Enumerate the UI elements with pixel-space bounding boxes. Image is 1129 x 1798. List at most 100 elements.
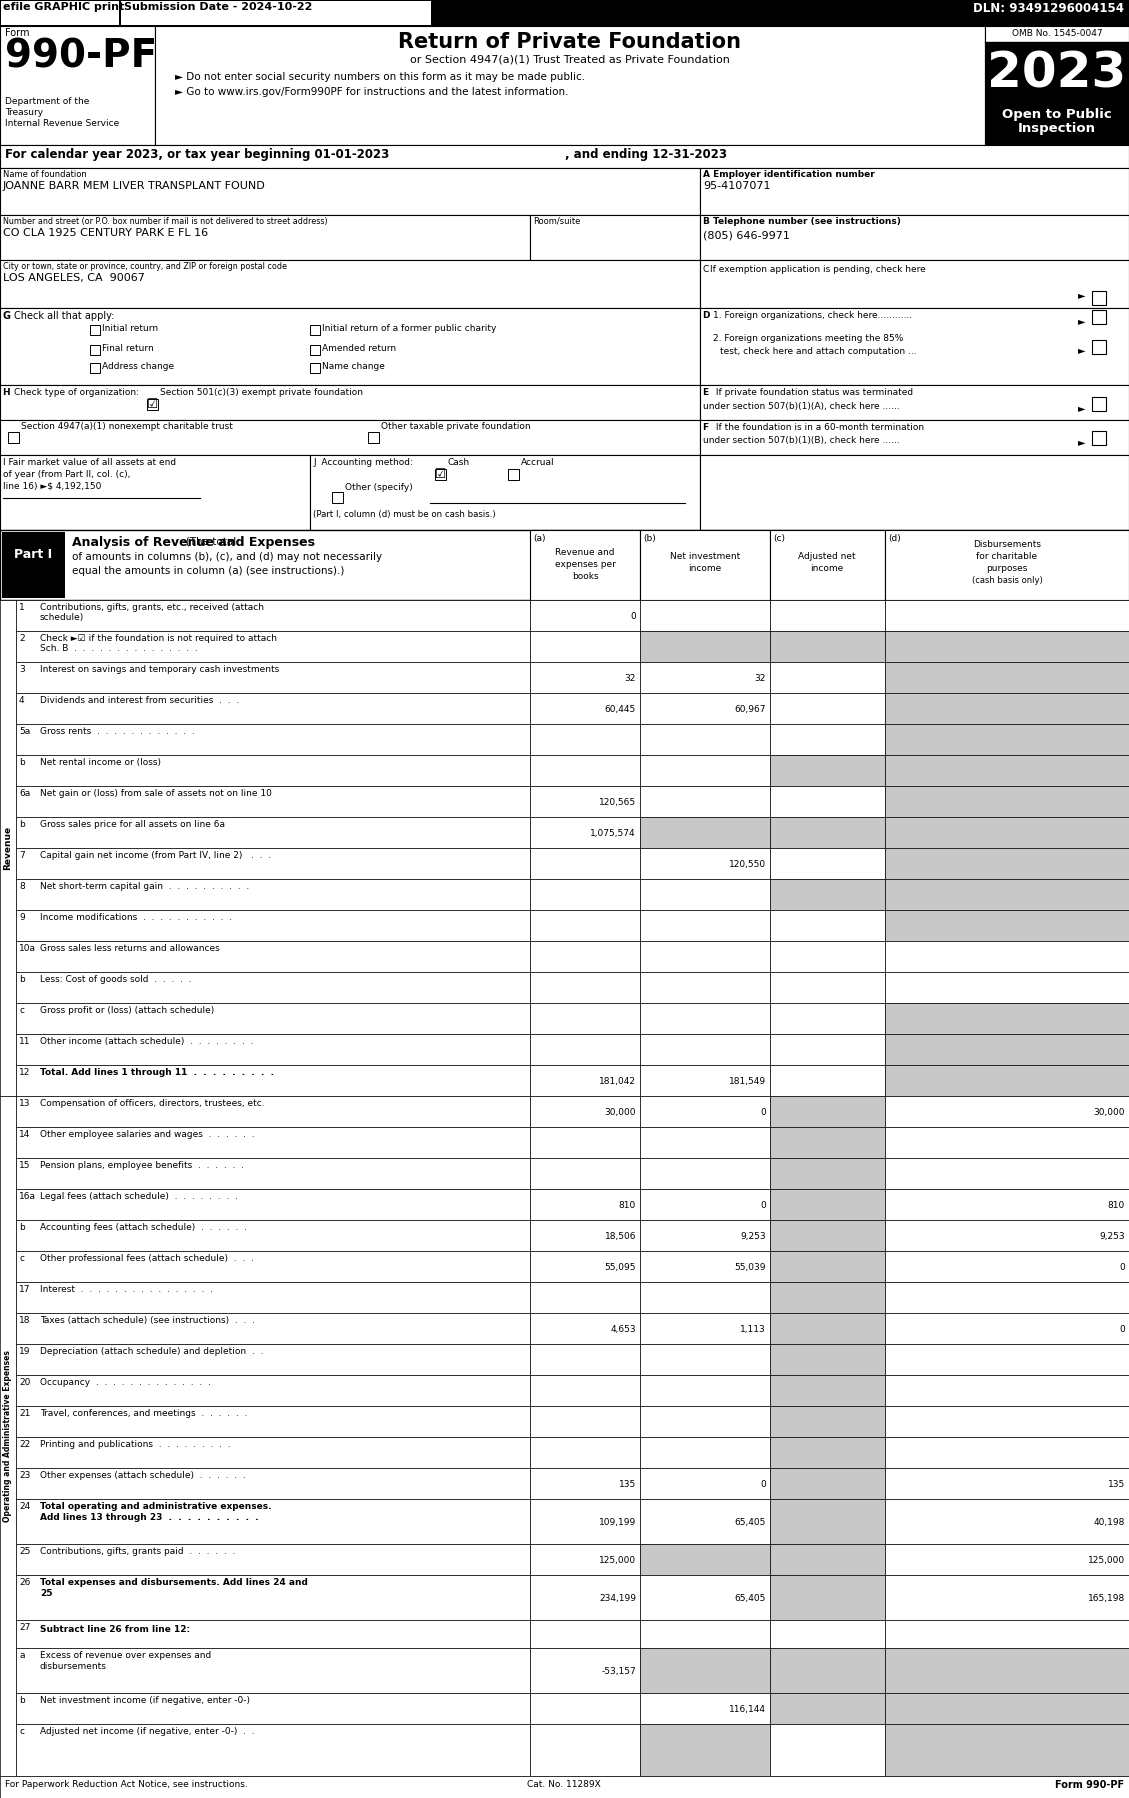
Text: If private foundation status was terminated: If private foundation status was termina…	[714, 388, 913, 397]
Bar	[0, 25, 155, 146]
Text: 30,000: 30,000	[1094, 1108, 1124, 1117]
Text: 1: 1	[19, 602, 25, 611]
Text: -53,157: -53,157	[602, 1667, 636, 1676]
Bar	[770, 725, 885, 755]
Bar	[640, 1251, 770, 1282]
Text: Accounting fees (attach schedule)  .  .  .  .  .  .: Accounting fees (attach schedule) . . . …	[40, 1223, 247, 1232]
Bar	[770, 816, 885, 849]
Bar	[16, 1127, 530, 1158]
Text: 13: 13	[19, 1099, 30, 1108]
Text: City or town, state or province, country, and ZIP or foreign postal code: City or town, state or province, country…	[3, 263, 287, 271]
Bar	[0, 261, 700, 307]
Text: b: b	[19, 820, 25, 829]
Text: Cash: Cash	[448, 458, 470, 467]
Text: 9,253: 9,253	[1100, 1232, 1124, 1241]
Bar	[90, 345, 100, 354]
Bar	[530, 910, 640, 940]
Bar	[640, 1437, 770, 1467]
Bar	[640, 1282, 770, 1313]
Bar	[770, 662, 885, 692]
Bar	[530, 1064, 640, 1097]
Text: Check type of organization:: Check type of organization:	[14, 388, 139, 397]
Bar	[885, 1034, 1129, 1064]
Text: Accrual: Accrual	[520, 458, 554, 467]
Bar	[640, 1034, 770, 1064]
Bar	[530, 216, 700, 261]
Bar	[16, 849, 530, 879]
Text: 25: 25	[40, 1589, 53, 1598]
Bar	[640, 1575, 770, 1620]
Text: ►: ►	[1078, 345, 1085, 354]
Text: Other (specify): Other (specify)	[345, 484, 413, 493]
Text: D: D	[703, 311, 714, 320]
Bar	[0, 455, 310, 530]
Text: ►: ►	[1078, 289, 1085, 300]
Text: 5a: 5a	[19, 726, 30, 735]
Bar	[0, 146, 1129, 167]
Bar	[640, 1097, 770, 1127]
Text: 10a: 10a	[19, 944, 36, 953]
Text: 20: 20	[19, 1377, 30, 1386]
Text: Department of the: Department of the	[5, 97, 89, 106]
Text: 55,095: 55,095	[604, 1262, 636, 1271]
Bar	[885, 1158, 1129, 1188]
Bar	[16, 786, 530, 816]
Bar	[770, 1127, 885, 1158]
Text: 116,144: 116,144	[729, 1705, 765, 1713]
Text: ► Go to www.irs.gov/Form990PF for instructions and the latest information.: ► Go to www.irs.gov/Form990PF for instru…	[175, 86, 569, 97]
Text: Other expenses (attach schedule)  .  .  .  .  .  .: Other expenses (attach schedule) . . . .…	[40, 1471, 246, 1480]
Bar	[885, 1500, 1129, 1544]
Bar	[530, 692, 640, 725]
Bar	[770, 849, 885, 879]
Text: Return of Private Foundation: Return of Private Foundation	[399, 32, 742, 52]
Text: If the foundation is in a 60-month termination: If the foundation is in a 60-month termi…	[714, 423, 925, 432]
Text: 120,565: 120,565	[598, 798, 636, 807]
Bar	[530, 1620, 640, 1649]
Text: B Telephone number (see instructions): B Telephone number (see instructions)	[703, 218, 901, 227]
Text: line 16) ►$ 4,192,150: line 16) ►$ 4,192,150	[3, 482, 102, 491]
Bar	[530, 1221, 640, 1251]
Bar	[770, 1064, 885, 1097]
Text: Capital gain net income (from Part IV, line 2)   .  .  .: Capital gain net income (from Part IV, l…	[40, 850, 271, 859]
Text: 14: 14	[19, 1129, 30, 1138]
Bar	[885, 755, 1129, 786]
Text: Form 990-PF: Form 990-PF	[1054, 1780, 1124, 1791]
Bar	[530, 1251, 640, 1282]
Text: purposes: purposes	[987, 565, 1027, 574]
Bar	[640, 1620, 770, 1649]
Bar	[885, 725, 1129, 755]
Text: (b): (b)	[644, 534, 656, 543]
Text: 25: 25	[19, 1546, 30, 1555]
Text: 23: 23	[19, 1471, 30, 1480]
Bar	[770, 1649, 885, 1694]
Text: JOANNE BARR MEM LIVER TRANSPLANT FOUND: JOANNE BARR MEM LIVER TRANSPLANT FOUND	[3, 182, 265, 191]
Text: of amounts in columns (b), (c), and (d) may not necessarily: of amounts in columns (b), (c), and (d) …	[72, 552, 382, 563]
Bar	[640, 1003, 770, 1034]
Text: income: income	[811, 565, 843, 574]
Text: or Section 4947(a)(1) Trust Treated as Private Foundation: or Section 4947(a)(1) Trust Treated as P…	[410, 54, 730, 65]
Bar	[700, 421, 1129, 455]
Bar	[770, 1544, 885, 1575]
Text: 7: 7	[19, 850, 25, 859]
Bar	[640, 1221, 770, 1251]
Bar	[310, 345, 320, 354]
Text: 9,253: 9,253	[741, 1232, 765, 1241]
Bar	[640, 786, 770, 816]
Bar	[885, 879, 1129, 910]
Bar	[16, 1649, 530, 1694]
Bar	[368, 432, 379, 442]
Text: equal the amounts in column (a) (see instructions).): equal the amounts in column (a) (see ins…	[72, 566, 344, 575]
Text: Total expenses and disbursements. Add lines 24 and: Total expenses and disbursements. Add li…	[40, 1579, 308, 1588]
Bar	[0, 307, 700, 385]
Text: 0: 0	[630, 611, 636, 620]
Bar	[885, 1437, 1129, 1467]
Text: 0: 0	[760, 1108, 765, 1117]
Bar	[640, 725, 770, 755]
Text: 9: 9	[19, 913, 25, 922]
Text: Name change: Name change	[322, 361, 385, 370]
Bar	[90, 363, 100, 372]
Text: Revenue and: Revenue and	[555, 548, 615, 557]
Bar	[770, 1406, 885, 1437]
Bar	[310, 363, 320, 372]
Bar	[16, 1221, 530, 1251]
